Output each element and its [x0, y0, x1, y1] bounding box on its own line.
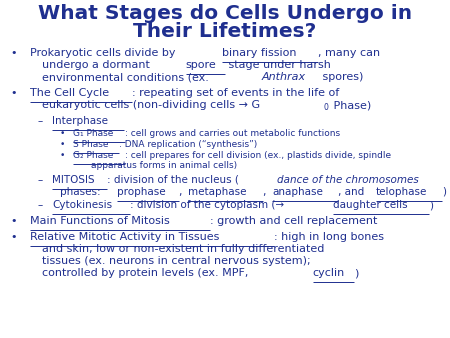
Text: : cell prepares for cell division (ex., plastids divide, spindle: : cell prepares for cell division (ex., … [125, 151, 391, 160]
Text: phases:: phases: [60, 187, 104, 197]
Text: Cytokinesis: Cytokinesis [52, 200, 112, 210]
Text: tissues (ex. neurons in central nervous system);: tissues (ex. neurons in central nervous … [42, 256, 310, 266]
Text: •: • [10, 232, 17, 242]
Text: eukaryotic cells (non-dividing cells → G: eukaryotic cells (non-dividing cells → G [42, 100, 260, 110]
Text: 0: 0 [324, 103, 328, 112]
Text: and skin, low or non-existent in fully differentiated: and skin, low or non-existent in fully d… [42, 244, 324, 254]
Text: daughter cells: daughter cells [333, 200, 407, 210]
Text: controlled by protein levels (ex. MPF,: controlled by protein levels (ex. MPF, [42, 268, 252, 278]
Text: ,: , [263, 187, 270, 197]
Text: Main Functions of Mitosis: Main Functions of Mitosis [30, 216, 170, 226]
Text: : division of the cytoplasm (→: : division of the cytoplasm (→ [130, 200, 287, 210]
Text: •: • [60, 140, 65, 149]
Text: G₂ Phase: G₂ Phase [73, 151, 113, 160]
Text: cyclin: cyclin [313, 268, 345, 278]
Text: S Phase: S Phase [73, 140, 108, 149]
Text: •: • [60, 151, 65, 160]
Text: : high in long bones: : high in long bones [274, 232, 384, 242]
Text: dance of the chromosomes: dance of the chromosomes [277, 175, 419, 185]
Text: ): ) [442, 187, 446, 197]
Text: environmental conditions (ex.: environmental conditions (ex. [42, 72, 212, 82]
Text: spore: spore [186, 60, 216, 70]
Text: metaphase: metaphase [188, 187, 247, 197]
Text: Anthrax: Anthrax [262, 72, 306, 82]
Text: apparatus forms in animal cells): apparatus forms in animal cells) [91, 161, 237, 170]
Text: telophase: telophase [376, 187, 427, 197]
Text: Interphase: Interphase [52, 116, 108, 126]
Text: –: – [38, 116, 43, 126]
Text: •: • [10, 216, 17, 226]
Text: •: • [10, 48, 17, 58]
Text: : cell grows and carries out metabolic functions: : cell grows and carries out metabolic f… [125, 129, 340, 138]
Text: : division of the nucleus (: : division of the nucleus ( [107, 175, 239, 185]
Text: Their Lifetimes?: Their Lifetimes? [133, 22, 317, 41]
Text: MITOSIS: MITOSIS [52, 175, 94, 185]
Text: , many can: , many can [319, 48, 381, 58]
Text: Prokaryotic cells divide by: Prokaryotic cells divide by [30, 48, 179, 58]
Text: The Cell Cycle: The Cell Cycle [30, 88, 109, 98]
Text: •: • [60, 129, 65, 138]
Text: –: – [38, 200, 43, 210]
Text: What Stages do Cells Undergo in: What Stages do Cells Undergo in [38, 4, 412, 23]
Text: : growth and cell replacement: : growth and cell replacement [210, 216, 378, 226]
Text: : DNA replication (“synthesis”): : DNA replication (“synthesis”) [119, 140, 257, 149]
Text: G₁ Phase: G₁ Phase [73, 129, 113, 138]
Text: •: • [10, 88, 17, 98]
Text: Relative Mitotic Activity in Tissues: Relative Mitotic Activity in Tissues [30, 232, 220, 242]
Text: , and: , and [338, 187, 367, 197]
Text: spores): spores) [319, 72, 363, 82]
Text: ,: , [180, 187, 186, 197]
Text: ): ) [355, 268, 359, 278]
Text: : repeating set of events in the life of: : repeating set of events in the life of [132, 88, 339, 98]
Text: prophase: prophase [117, 187, 165, 197]
Text: Phase): Phase) [330, 100, 371, 110]
Text: ): ) [429, 200, 433, 210]
Text: –: – [38, 175, 43, 185]
Text: anaphase: anaphase [272, 187, 323, 197]
Text: binary fission: binary fission [222, 48, 297, 58]
Text: undergo a dormant: undergo a dormant [42, 60, 153, 70]
Text: stage under harsh: stage under harsh [225, 60, 331, 70]
